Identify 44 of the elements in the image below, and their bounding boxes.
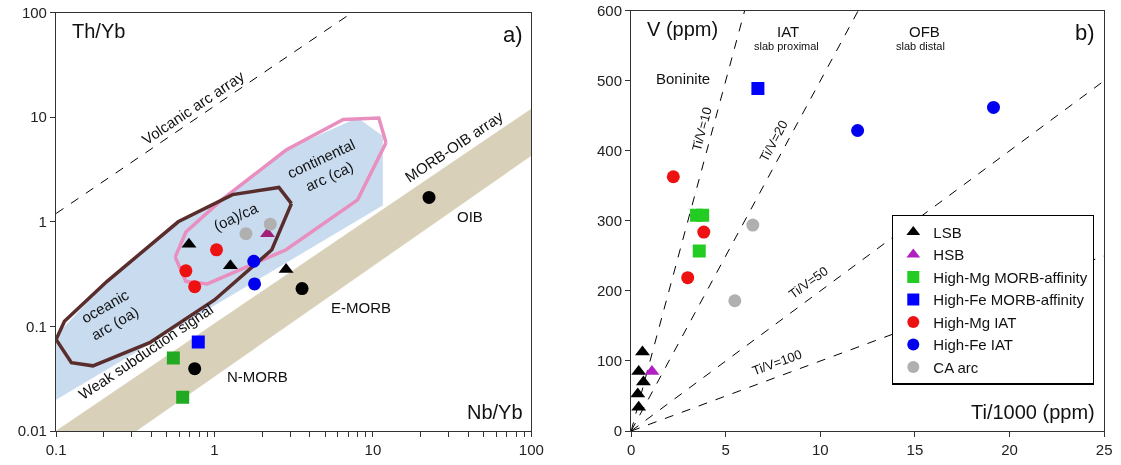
x-tick-label: 0.1	[45, 441, 67, 459]
y-tick-label: 200	[596, 282, 623, 300]
annotation: slab distal	[896, 40, 945, 52]
y-tick-label: 0	[613, 422, 623, 440]
y-tick-label: 500	[596, 72, 623, 89]
x-tick-label: 1	[210, 441, 219, 459]
legend-label: High-Mg IAT	[933, 313, 1017, 331]
legend-label: High-Fe IAT	[933, 336, 1014, 354]
x-axis-title: Nb/Yb	[467, 401, 523, 423]
annotation: IAT	[777, 23, 800, 40]
x-tick-label: 0	[626, 441, 636, 459]
annotation: Boninite	[656, 70, 711, 87]
y-tick-label: 600	[596, 1, 623, 19]
x-tick-label: 100	[518, 441, 544, 459]
y-axis-title: V (ppm)	[647, 18, 719, 40]
x-axis-title: Ti/1000 (ppm)	[971, 401, 1095, 423]
x-tick-label: 25	[1095, 441, 1113, 459]
legend-label: CA arc	[933, 358, 979, 376]
legend-label: LSB	[933, 223, 962, 241]
annotation: E-MORB	[331, 299, 391, 316]
annotation: OFB	[909, 23, 940, 40]
legend-label: HSB	[933, 246, 965, 264]
annotation: Ti/V=10	[688, 105, 715, 153]
legend-label: High-Mg MORB-affinity	[933, 268, 1088, 286]
y-tick-label: 1	[38, 213, 47, 231]
y-tick-label: 400	[596, 142, 623, 160]
y-tick-label: 300	[596, 212, 623, 230]
x-tick-label: 5	[721, 441, 730, 459]
text: a)	[503, 22, 523, 47]
annotation: slab proximal	[754, 40, 819, 52]
annotation: N-MORB	[227, 368, 288, 385]
text: b)	[1075, 20, 1095, 45]
y-tick-label: 100	[21, 3, 47, 21]
y-axis-title: Th/Yb	[72, 20, 126, 42]
y-tick-label: 0.1	[26, 317, 47, 335]
legend-label: High-Fe MORB-affinity	[933, 291, 1085, 309]
y-tick-label: 0.01	[17, 422, 47, 440]
x-tick-label: 10	[812, 441, 829, 459]
y-tick-label: 10	[30, 108, 47, 126]
y-tick-label: 100	[596, 352, 623, 370]
x-tick-label: 20	[1001, 441, 1018, 459]
x-tick-label: 15	[906, 441, 924, 459]
x-tick-label: 10	[364, 441, 382, 459]
annotation: OIB	[457, 208, 483, 225]
